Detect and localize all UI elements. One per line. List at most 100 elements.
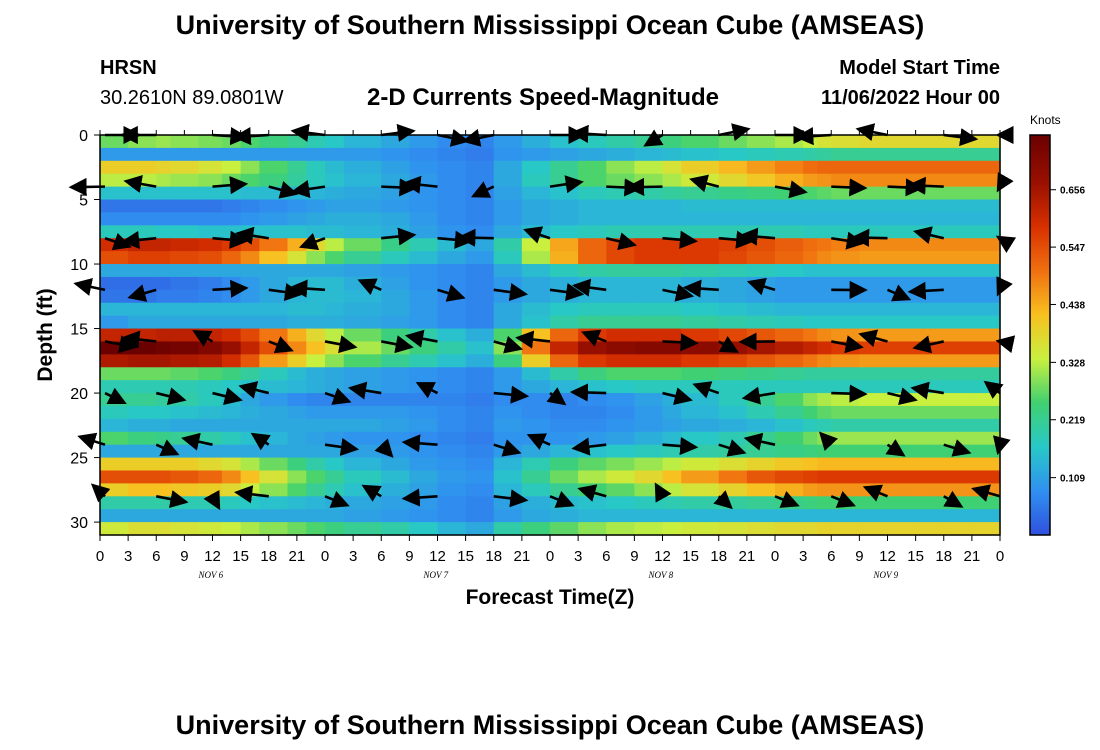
- heatmap-cell: [381, 302, 410, 317]
- heatmap-cell: [221, 160, 242, 175]
- heatmap-cell: [409, 238, 439, 252]
- heatmap-cell: [465, 393, 495, 407]
- chart-title: 2-D Currents Speed-Magnitude: [367, 84, 720, 111]
- heatmap-cell: [240, 147, 260, 162]
- heatmap-cell: [803, 380, 818, 394]
- heatmap-cell: [606, 418, 635, 433]
- heatmap-cell: [859, 276, 889, 291]
- heatmap-cell: [521, 509, 551, 523]
- heatmap-cell: [198, 483, 223, 497]
- heatmap-cell: [817, 354, 832, 368]
- current-vector: [324, 491, 350, 508]
- heatmap-cell: [681, 328, 720, 343]
- heatmap-cell: [221, 251, 242, 265]
- heatmap-cell: [971, 496, 1001, 510]
- heatmap-cell: [817, 276, 832, 291]
- heatmap-cell: [681, 199, 720, 214]
- current-vector: [713, 490, 733, 510]
- heatmap-cell: [606, 509, 635, 523]
- heatmap-cell: [634, 238, 664, 252]
- heatmap-cell: [817, 444, 832, 459]
- heatmap-cell: [521, 341, 551, 355]
- heatmap-cell: [803, 509, 818, 523]
- heatmap-cell: [465, 418, 495, 433]
- heatmap-cell: [409, 483, 439, 497]
- heatmap-cell: [803, 315, 818, 330]
- current-vector: [238, 381, 270, 399]
- heatmap-cell: [831, 431, 860, 446]
- heatmap-cell: [259, 328, 289, 343]
- current-vector: [718, 123, 751, 142]
- current-vector: [493, 489, 529, 508]
- current-vector: [983, 380, 1004, 399]
- heatmap-cell: [128, 341, 157, 355]
- heatmap-cell: [100, 444, 129, 459]
- heatmap-cell: [634, 405, 664, 420]
- x-tick-label: 9: [180, 548, 188, 565]
- heatmap-cell: [259, 393, 289, 407]
- colorbar-tick-label: 0.438: [1060, 300, 1085, 311]
- heatmap-cell: [831, 509, 860, 523]
- heatmap-cell: [198, 264, 223, 278]
- heatmap-cell: [521, 186, 551, 201]
- heatmap-cell: [465, 289, 495, 304]
- heatmap-cell: [521, 238, 551, 252]
- heatmap-cell: [718, 522, 748, 536]
- heatmap-cell: [943, 186, 973, 201]
- heatmap-cell: [634, 509, 664, 523]
- heatmap-cell: [550, 160, 579, 175]
- current-vector: [689, 174, 720, 193]
- heatmap-cell: [306, 431, 326, 446]
- heatmap-cell: [437, 431, 467, 446]
- heatmap-cell: [381, 405, 410, 420]
- heatmap-cell: [306, 212, 326, 226]
- heatmap-cell: [240, 509, 260, 523]
- heatmap-cell: [662, 418, 682, 433]
- heatmap-cell: [915, 393, 945, 407]
- heatmap-cell: [971, 457, 1001, 472]
- heatmap-cell: [943, 315, 973, 330]
- heatmap-cell: [240, 496, 260, 510]
- heatmap-cell: [803, 212, 818, 226]
- heatmap-cell: [606, 405, 635, 420]
- heatmap-cell: [100, 405, 129, 420]
- heatmap-cell: [803, 496, 818, 510]
- heatmap-cell: [437, 328, 467, 343]
- heatmap-cell: [240, 367, 260, 381]
- heatmap-cell: [681, 431, 720, 446]
- heatmap-cell: [343, 483, 382, 497]
- heatmap-cell: [634, 393, 664, 407]
- current-vector: [654, 482, 672, 503]
- x-tick-label: 3: [799, 548, 807, 565]
- current-vector: [401, 434, 438, 453]
- heatmap-cell: [662, 225, 682, 239]
- current-vector: [268, 336, 294, 354]
- heatmap-cell: [437, 367, 467, 381]
- current-vector: [415, 382, 439, 399]
- x-tick-label: 21: [964, 548, 981, 565]
- heatmap-cell: [681, 135, 720, 149]
- heatmap-cell: [465, 444, 495, 459]
- heatmap-cell: [817, 238, 832, 252]
- heatmap-cell: [550, 135, 579, 149]
- heatmap-cell: [662, 431, 682, 446]
- heatmap-cell: [170, 147, 200, 162]
- current-vector: [850, 228, 888, 247]
- heatmap-cell: [803, 225, 818, 239]
- heatmap-cell: [381, 251, 410, 265]
- heatmap-cell: [915, 135, 945, 149]
- heatmap-cell: [437, 186, 467, 201]
- heatmap-cell: [943, 393, 973, 407]
- heatmap-cell: [221, 212, 242, 226]
- heatmap-cell: [634, 212, 664, 226]
- heatmap-cell: [493, 522, 523, 536]
- heatmap-cell: [681, 186, 720, 201]
- heatmap-cell: [100, 393, 129, 407]
- heatmap-cell: [915, 264, 945, 278]
- heatmap-cell: [578, 431, 607, 446]
- heatmap-cell: [465, 367, 495, 381]
- heatmap-cell: [634, 496, 664, 510]
- heatmap-cell: [437, 276, 467, 291]
- heatmap-cell: [718, 431, 748, 446]
- heatmap-cell: [775, 457, 804, 472]
